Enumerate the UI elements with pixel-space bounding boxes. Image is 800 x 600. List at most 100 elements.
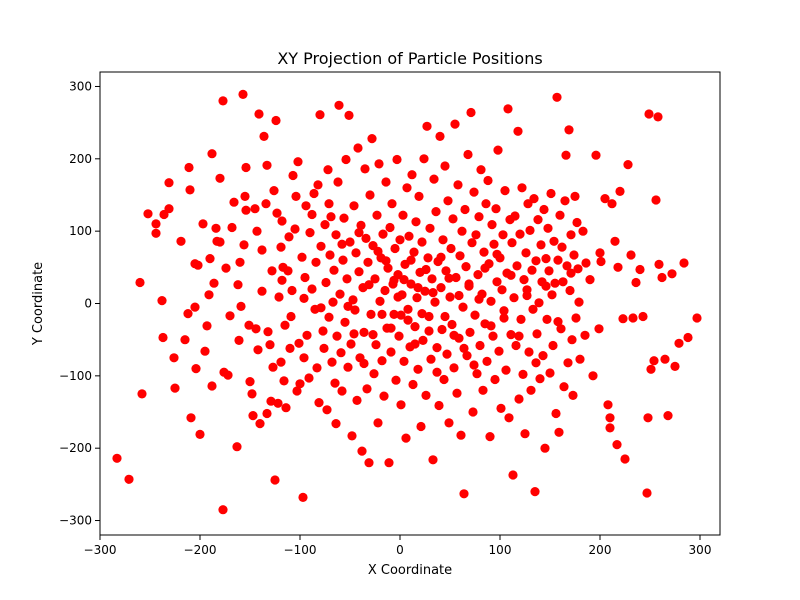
scatter-point [300, 272, 310, 283]
scatter-point [363, 257, 373, 267]
scatter-point [253, 345, 263, 355]
scatter-point [372, 210, 382, 220]
scatter-point [506, 270, 516, 280]
scatter-point [492, 249, 502, 259]
scatter-point [594, 324, 604, 334]
scatter-point [238, 89, 248, 99]
scatter-point [458, 302, 468, 312]
scatter-point [393, 292, 403, 302]
scatter-point [485, 432, 495, 442]
scatter-point [436, 252, 446, 262]
scatter-point [525, 225, 535, 235]
x-axis-label: X Coordinate [368, 563, 452, 578]
scatter-point [571, 313, 581, 323]
scatter-point [250, 204, 260, 214]
scatter-point [489, 239, 499, 249]
scatter-point [466, 107, 476, 118]
scatter-point [349, 201, 359, 211]
scatter-point [591, 150, 601, 160]
scatter-point [483, 175, 493, 186]
scatter-point [600, 194, 610, 204]
scatter-point [417, 237, 427, 247]
scatter-point [324, 199, 334, 209]
scatter-point [560, 196, 570, 206]
scatter-point [642, 488, 652, 498]
scatter-point [324, 312, 334, 322]
scatter-point [430, 297, 440, 307]
scatter-point [285, 343, 295, 353]
scatter-point [455, 251, 465, 261]
scatter-point [476, 165, 486, 175]
scatter-point [626, 250, 636, 260]
scatter-point [319, 343, 329, 353]
scatter-point [482, 356, 492, 366]
scatter-point [413, 364, 423, 374]
scatter-point [215, 237, 225, 247]
scatter-point [643, 413, 653, 423]
scatter-point [570, 191, 580, 201]
scatter-point [215, 173, 225, 183]
scatter-point [218, 505, 228, 515]
scatter-point [527, 265, 537, 275]
scatter-point [523, 199, 533, 209]
scatter-point [440, 311, 450, 322]
scatter-point [562, 261, 572, 271]
scatter-point [330, 378, 340, 388]
scatter-point [297, 252, 307, 262]
scatter-point [407, 170, 417, 180]
scatter-point [314, 398, 324, 408]
scatter-point [244, 320, 254, 330]
scatter-point [446, 243, 456, 254]
scatter-point [202, 321, 212, 331]
scatter-point [265, 340, 275, 350]
scatter-point [572, 217, 582, 228]
scatter-point [229, 197, 239, 207]
scatter-point [692, 313, 702, 323]
scatter-point [269, 186, 279, 196]
scatter-point [389, 275, 399, 285]
scatter-point [518, 369, 528, 379]
scatter-point [411, 217, 421, 227]
scatter-point [424, 311, 434, 322]
scatter-point [143, 209, 153, 219]
scatter-point [327, 357, 337, 367]
scatter-point [683, 332, 693, 343]
scatter-point [268, 362, 278, 372]
scatter-point [547, 290, 557, 300]
scatter-point [444, 418, 454, 428]
scatter-point [534, 298, 544, 308]
scatter-point [500, 186, 510, 196]
x-tick-label: −200 [184, 543, 217, 557]
scatter-point [183, 309, 193, 319]
scatter-point [205, 254, 215, 264]
scatter-point [406, 279, 416, 289]
scatter-point [434, 400, 444, 411]
scatter-point [357, 446, 367, 456]
scatter-point [425, 223, 435, 233]
scatter-point [490, 374, 500, 385]
scatter-point [379, 391, 389, 401]
scatter-point [251, 324, 261, 334]
scatter-point [535, 374, 545, 384]
scatter-point [423, 253, 433, 263]
scatter-point [235, 257, 245, 267]
scatter-point [491, 204, 501, 214]
scatter-point [432, 343, 442, 353]
x-tick-label: 300 [689, 543, 712, 557]
scatter-point [528, 304, 538, 314]
scatter-point [493, 145, 503, 155]
scatter-point [383, 263, 393, 273]
scatter-point [549, 236, 559, 246]
scatter-point [386, 323, 396, 333]
scatter-point [328, 297, 338, 307]
scatter-point [540, 443, 550, 453]
scatter-point [504, 413, 514, 423]
scatter-point [428, 288, 438, 298]
scatter-point [514, 394, 524, 404]
scatter-point [460, 204, 470, 215]
scatter-point [517, 183, 527, 193]
scatter-point [628, 313, 638, 323]
scatter-point [286, 311, 296, 322]
scatter-point [337, 386, 347, 396]
x-tick-label: −100 [284, 543, 317, 557]
